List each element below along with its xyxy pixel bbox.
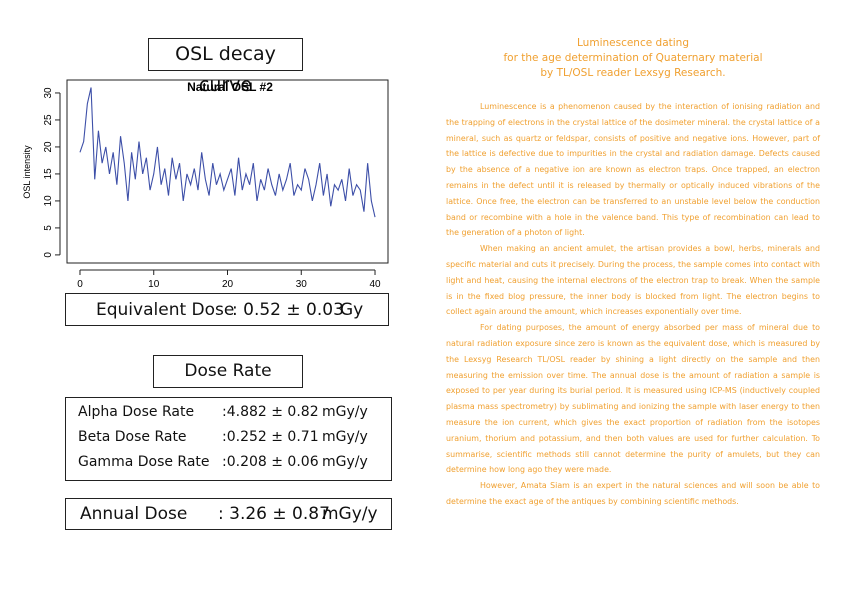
chart-heading: OSL decay curve (148, 38, 303, 96)
data-line (79, 87, 376, 218)
plot-frame (66, 79, 389, 264)
value: : 0.52 ± 0.03 (232, 300, 344, 320)
title-line: for the age determination of Quaternary … (503, 52, 763, 64)
x-tick-label: 40 (369, 279, 381, 290)
chart: Natural OSL #2 OSL intensity 0 10 20 30 40 0 5… (22, 79, 389, 290)
paragraph: For dating purposes, the amount of energ… (446, 323, 820, 475)
unit: mGy/y (322, 504, 378, 524)
chart-title: Natural OSL #2 (187, 80, 273, 94)
title-line: by TL/OSL reader Lexsyg Research. (540, 67, 726, 79)
paragraph: Luminescence is a phenomenon caused by t… (446, 102, 820, 238)
rate-unit: mGy/y (322, 429, 368, 445)
y-tick-label: 25 (43, 114, 54, 126)
annual-dose-box: Annual Dose : 3.26 ± 0.87 mGy/y (65, 498, 392, 530)
paragraph: However, Amata Siam is an expert in the … (446, 481, 820, 506)
y-tick-label: 10 (43, 195, 54, 207)
rate-value: :0.252 ± 0.71 (222, 429, 319, 445)
y-axis-label: OSL intensity (22, 145, 32, 199)
y-tick-label: 5 (43, 225, 54, 231)
y-tick-label: 15 (43, 168, 54, 180)
value: : 3.26 ± 0.87 (218, 504, 330, 524)
dose-rate-box: Alpha Dose Rate:4.882 ± 0.82 mGy/y Beta Do… (65, 397, 392, 481)
article-title: Luminescence dating for the age determina… (446, 36, 820, 81)
x-tick-label: 0 (77, 279, 83, 290)
label: Annual Dose (80, 504, 188, 524)
article: Luminescence dating for the age determina… (446, 36, 820, 510)
rate-unit: mGy/y (322, 454, 368, 470)
dose-rate-heading: Dose Rate (153, 355, 303, 388)
label: Equivalent Dose (96, 300, 235, 320)
y-tick-label: 30 (43, 87, 54, 99)
equivalent-dose-box: Equivalent Dose : 0.52 ± 0.03 Gy (65, 293, 389, 326)
rate-unit: mGy/y (322, 404, 368, 420)
y-tick-label: 0 (43, 252, 54, 258)
paragraph: When making an ancient amulet, the artis… (446, 244, 820, 317)
unit: Gy (340, 300, 364, 320)
rate-value: :0.208 ± 0.06 (222, 454, 319, 470)
x-tick-label: 20 (222, 279, 234, 290)
y-tick-label: 20 (43, 141, 54, 153)
rate-label: Alpha Dose Rate (78, 404, 195, 420)
title-line: Luminescence dating (577, 37, 689, 49)
x-tick-label: 10 (148, 279, 160, 290)
rate-label: Beta Dose Rate (78, 429, 187, 445)
rate-value: :4.882 ± 0.82 (222, 404, 319, 420)
rate-label: Gamma Dose Rate (78, 454, 210, 470)
x-tick-label: 30 (296, 279, 308, 290)
